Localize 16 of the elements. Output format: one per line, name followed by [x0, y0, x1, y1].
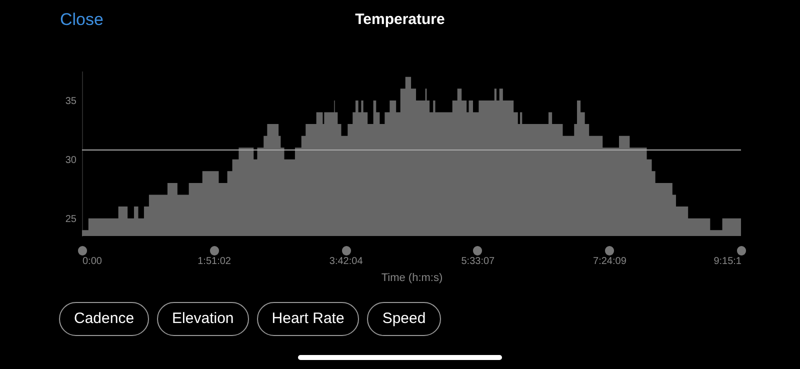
x-tick-label: 1:51:02 [198, 256, 232, 267]
x-tick-label: 3:42:04 [329, 256, 364, 267]
x-tick-label: 5:33:07 [461, 256, 496, 267]
text: Speed [367, 302, 441, 336]
y-tick-label: 25 [65, 214, 77, 225]
x-tick-label: 0:00 [82, 256, 102, 267]
y-tick-label: 35 [65, 96, 77, 107]
text: Cadence [59, 302, 150, 336]
y-tick-label: 30 [65, 154, 77, 166]
chart-title: Temperature [355, 11, 445, 28]
x-tick-label: 9:15:1 [714, 256, 742, 267]
x-axis-title: Time (h:m:s) [381, 272, 443, 284]
x-tick-label: 7:24:09 [593, 256, 627, 267]
text: Heart Rate [256, 302, 360, 336]
text: Close [60, 10, 104, 30]
text: Elevation [157, 302, 249, 336]
